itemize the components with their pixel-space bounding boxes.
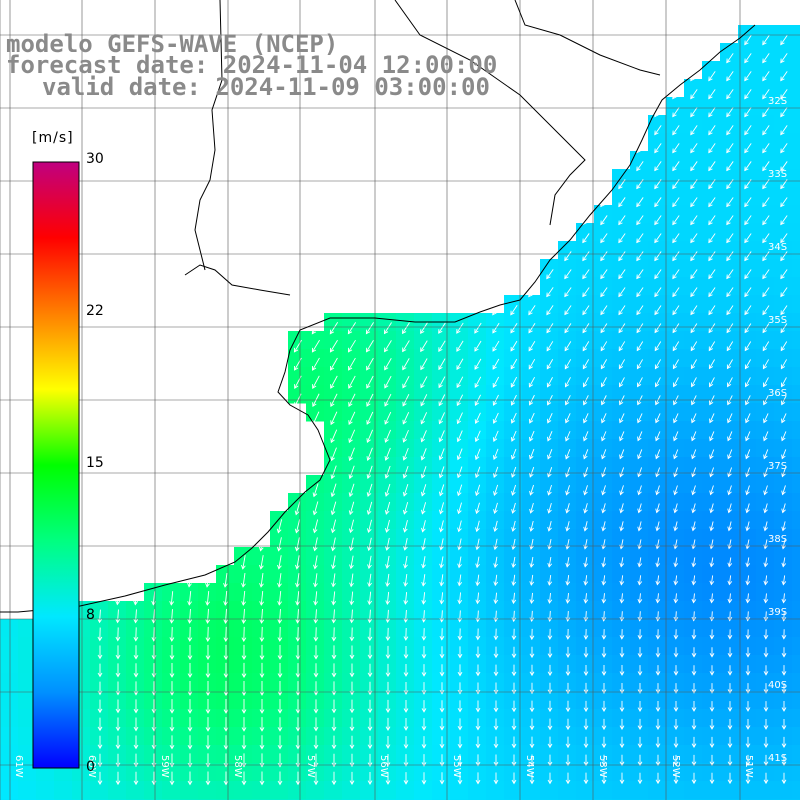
legend-tick-30: 30 bbox=[86, 151, 104, 167]
legend-tick-15: 15 bbox=[86, 455, 104, 471]
legend-unit: [m/s] bbox=[32, 130, 74, 146]
lat-label: 40S bbox=[768, 680, 787, 691]
lat-label: 39S bbox=[768, 607, 787, 618]
lat-label: 33S bbox=[768, 169, 787, 180]
lon-label: 61W bbox=[13, 755, 24, 778]
lon-label: 52W bbox=[670, 755, 681, 778]
forecast-date: forecast date: 2024-11-04 12:00:00 bbox=[6, 51, 498, 79]
lat-label: 41S bbox=[768, 753, 787, 764]
lon-label: 60W bbox=[86, 755, 97, 778]
valid-date: valid date: 2024-11-09 03:00:00 bbox=[42, 73, 490, 101]
legend-tick-22: 22 bbox=[86, 303, 104, 319]
lon-label: 58W bbox=[232, 755, 243, 778]
lon-label: 55W bbox=[451, 755, 462, 778]
lon-label: 54W bbox=[524, 755, 535, 778]
lat-label: 37S bbox=[768, 461, 787, 472]
wind-speed-field bbox=[0, 25, 800, 800]
legend-tick-8: 8 bbox=[86, 607, 95, 623]
legend-tick-0: 0 bbox=[86, 759, 95, 775]
lat-label: 35S bbox=[768, 315, 787, 326]
lat-label: 36S bbox=[768, 388, 787, 399]
lon-label: 59W bbox=[159, 755, 170, 778]
lat-label: 32S bbox=[768, 96, 787, 107]
color-scale-bar bbox=[32, 161, 80, 769]
lat-label: 34S bbox=[768, 242, 787, 253]
lat-label: 38S bbox=[768, 534, 787, 545]
model-title: modelo GEFS-WAVE (NCEP) bbox=[6, 30, 339, 58]
lon-label: 51W bbox=[743, 755, 754, 778]
coastline bbox=[0, 0, 756, 613]
wind-arrows bbox=[97, 35, 788, 786]
lon-label: 53W bbox=[597, 755, 608, 778]
lon-label: 56W bbox=[378, 755, 389, 778]
lon-label: 57W bbox=[305, 755, 316, 778]
grid-labels: 32S 33S 34S 35S 36S 37S 38S 39S 40S 41S 61W 60W 59W 5… bbox=[13, 96, 787, 778]
